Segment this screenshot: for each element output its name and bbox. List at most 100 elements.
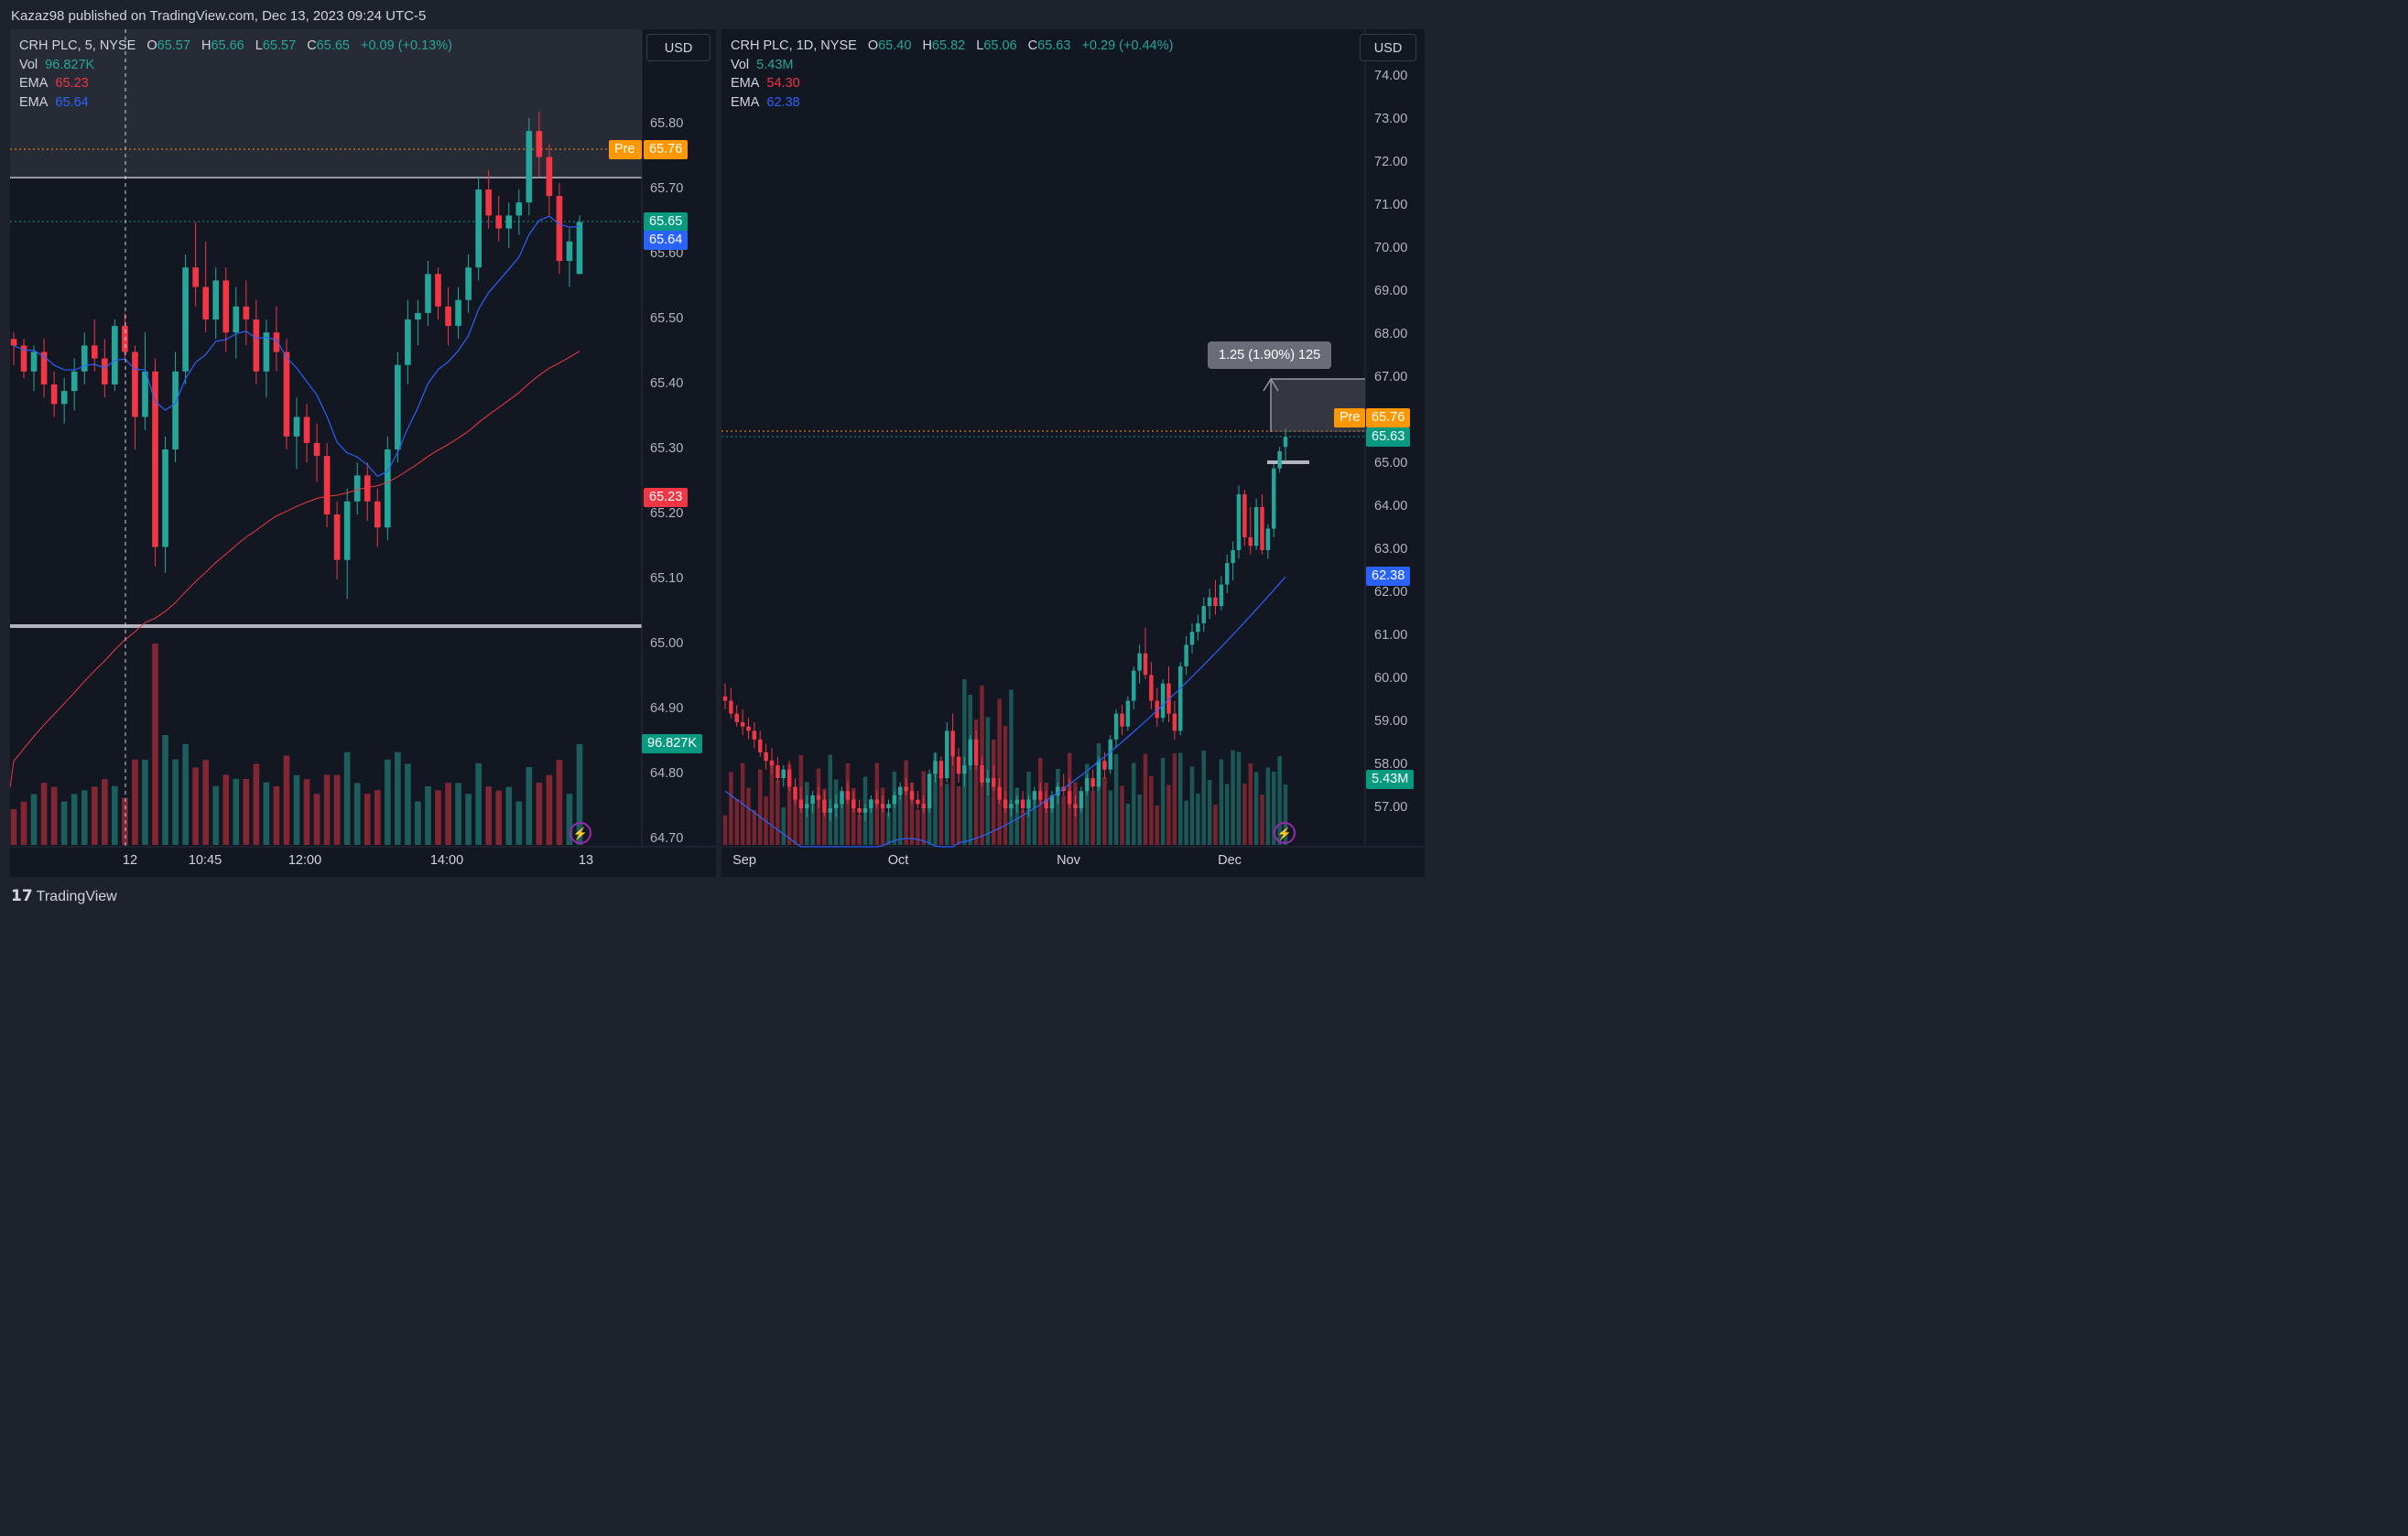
ema-tag: 62.38	[1366, 567, 1411, 586]
candle-body	[776, 765, 780, 779]
currency-button[interactable]: USD	[1360, 34, 1416, 61]
intraday-chart-canvas[interactable]	[10, 29, 716, 877]
volume-bar	[202, 760, 209, 845]
candle-body	[810, 795, 815, 805]
volume-bar	[465, 794, 472, 845]
volume-bar	[102, 779, 108, 845]
volume-bar	[1038, 758, 1043, 845]
candle-body	[20, 345, 27, 372]
candle-body	[112, 326, 118, 384]
y-tick-label: 65.20	[650, 506, 684, 521]
candle-body	[1090, 778, 1095, 787]
volume-bar	[1225, 784, 1230, 845]
volume-bar	[455, 783, 461, 845]
volume-bar	[746, 787, 751, 845]
candle-body	[1283, 437, 1288, 448]
candle-body	[102, 358, 108, 384]
pre-market-tag-label: Pre	[609, 140, 642, 159]
volume-tag: 5.43M	[1366, 770, 1415, 789]
candle-body	[485, 189, 492, 216]
volume-bar	[1143, 753, 1148, 845]
candle-body	[840, 791, 844, 805]
volume-bar	[985, 717, 991, 845]
volume-bar	[162, 735, 168, 845]
volume-bar	[1009, 689, 1014, 845]
candle-body	[1026, 799, 1031, 808]
candle-body	[182, 267, 189, 372]
candle-body	[985, 778, 991, 783]
legend-close: 65.65	[316, 38, 350, 53]
daily-chart-panel[interactable]: CRH PLC, 1D, NYSE O65.40 H65.82 L65.06 C…	[721, 29, 1425, 877]
volume-bar	[1056, 769, 1060, 845]
candle-body	[916, 799, 920, 805]
candle-body	[415, 312, 421, 319]
volume-bar	[933, 752, 938, 845]
candle-body	[1132, 670, 1136, 701]
candle-body	[425, 274, 431, 313]
volume-bar	[475, 763, 482, 845]
volume-bar	[752, 810, 757, 845]
lightning-icon[interactable]: ⚡	[1274, 822, 1296, 844]
candle-body	[1242, 493, 1247, 537]
legend-volume-label: Vol	[731, 57, 750, 72]
volume-bar	[1132, 763, 1136, 845]
legend-high: 65.82	[931, 38, 966, 53]
legend-low: 65.57	[262, 38, 297, 53]
candle-body	[945, 730, 949, 779]
volume-bar	[1265, 767, 1271, 845]
volume-bar	[576, 744, 583, 845]
ema-slow-line	[10, 351, 580, 788]
y-tick-label: 65.80	[650, 116, 684, 131]
volume-bar	[845, 763, 851, 845]
daily-chart-canvas[interactable]	[721, 29, 1425, 877]
legend-symbol: CRH PLC, 1D, NYSE	[731, 38, 857, 53]
candle-body	[526, 131, 533, 203]
volume-bar	[374, 790, 381, 845]
volume-bar	[50, 786, 58, 845]
candle-body	[152, 371, 158, 547]
volume-bar	[862, 776, 868, 845]
candle-body	[263, 332, 270, 372]
measure-arrowhead	[1263, 377, 1279, 392]
y-tick-label: 72.00	[1374, 155, 1408, 169]
volume-bar	[822, 788, 827, 845]
volume-bar	[798, 755, 804, 845]
candle-body	[1143, 653, 1148, 676]
volume-bar	[1207, 780, 1212, 845]
legend-symbol: CRH PLC, 5, NYSE	[19, 38, 136, 53]
tradingview-footer[interactable]: 𝟭𝟳 TradingView	[11, 887, 117, 905]
volume-bar	[1196, 794, 1200, 845]
volume-bar	[851, 788, 856, 845]
candle-body	[933, 761, 938, 774]
volume-bar	[132, 759, 138, 845]
currency-button[interactable]: USD	[646, 34, 710, 61]
candle-body	[536, 131, 543, 157]
candle-body	[313, 442, 320, 457]
candle-body	[1184, 644, 1188, 666]
intraday-chart-panel[interactable]: CRH PLC, 5, NYSE O65.57 H65.66 L65.57 C6…	[10, 29, 716, 877]
volume-bar	[435, 790, 441, 845]
volume-bar	[1113, 754, 1119, 845]
brand-name: TradingView	[36, 889, 117, 904]
pre-market-price-tag: 65.76	[1366, 408, 1411, 427]
volume-bar	[1102, 777, 1107, 845]
candle-body	[956, 756, 961, 774]
candle-body	[1277, 450, 1282, 469]
candle-body	[50, 384, 58, 405]
volume-bar	[805, 782, 809, 845]
candle-body	[566, 241, 573, 262]
volume-bar	[1032, 796, 1037, 845]
volume-bar	[816, 768, 821, 845]
volume-bar	[1219, 759, 1224, 845]
lightning-icon[interactable]: ⚡	[569, 822, 591, 844]
volume-bar	[243, 779, 250, 845]
candle-body	[303, 416, 310, 443]
volume-bar	[91, 786, 98, 845]
y-tick-label: 64.00	[1374, 499, 1408, 514]
candle-body	[1166, 683, 1171, 714]
volume-bar	[1090, 791, 1095, 845]
candle-body	[1149, 675, 1154, 701]
volume-bar	[1160, 758, 1166, 845]
volume-bar	[192, 767, 199, 845]
candle-body	[172, 371, 179, 449]
